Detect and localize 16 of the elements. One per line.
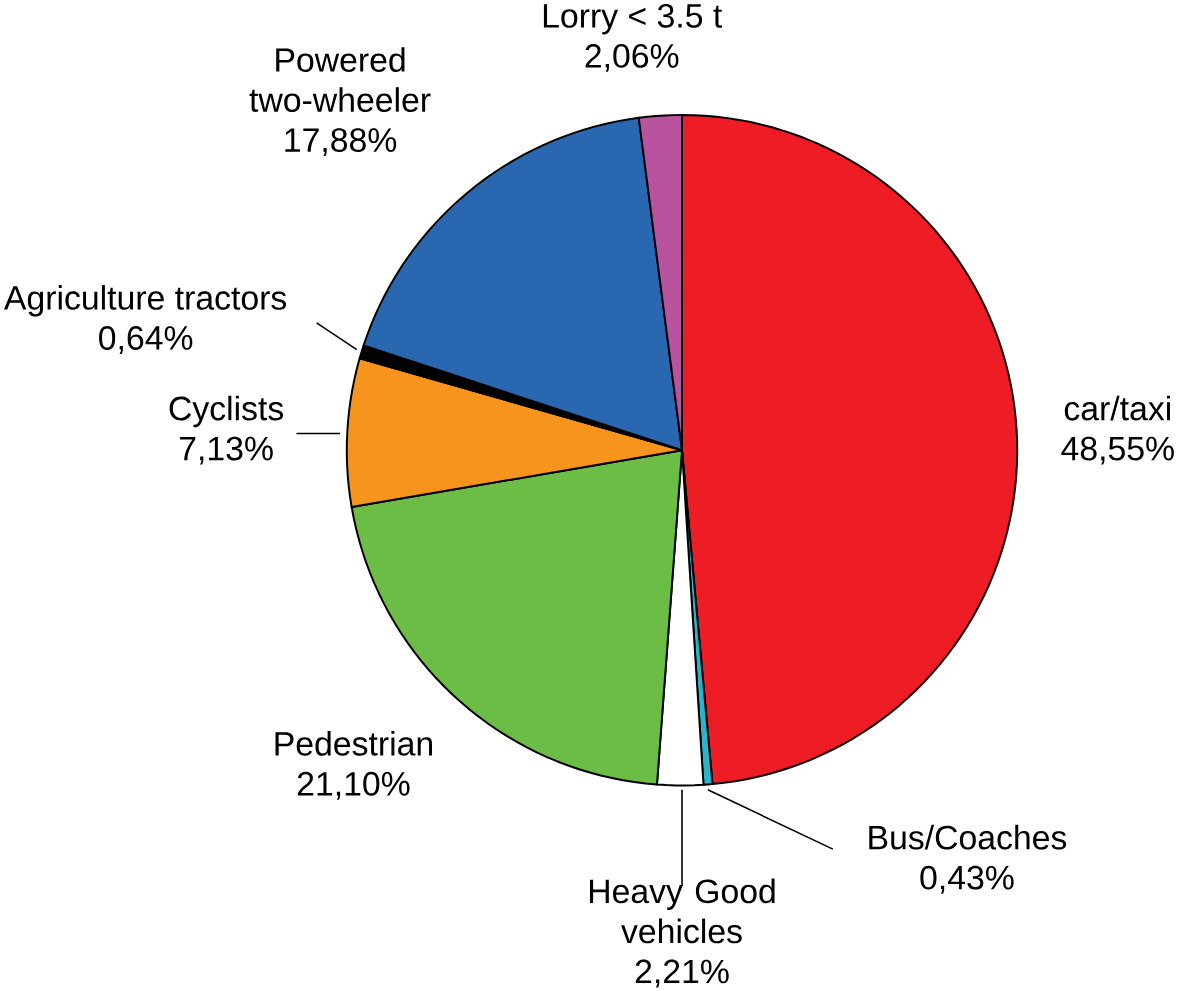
data-label: 7,13%	[179, 436, 273, 465]
slice-label: Powered two-wheeler	[249, 46, 431, 112]
slice-label: Cyclists	[169, 395, 284, 428]
slice-label: Agriculture tractors	[4, 284, 287, 317]
slice-label: Lorry < 3.5 t	[543, 3, 723, 35]
data-label: 0,64%	[99, 325, 193, 354]
data-label: 2,06%	[585, 43, 679, 72]
data-label: 0,43%	[920, 865, 1014, 894]
slice-label: Pedestrian	[275, 730, 432, 756]
slice-label: Heavy Good vehicles	[589, 878, 775, 944]
data-label: 21,10%	[297, 771, 410, 800]
data-label: 17,88%	[285, 127, 397, 156]
data-label: 48,55%	[1061, 436, 1174, 465]
slice-label: car/taxi	[1064, 395, 1170, 421]
slice-label: Bus/Coaches	[869, 824, 1067, 850]
data-label: 2,21%	[635, 959, 729, 988]
